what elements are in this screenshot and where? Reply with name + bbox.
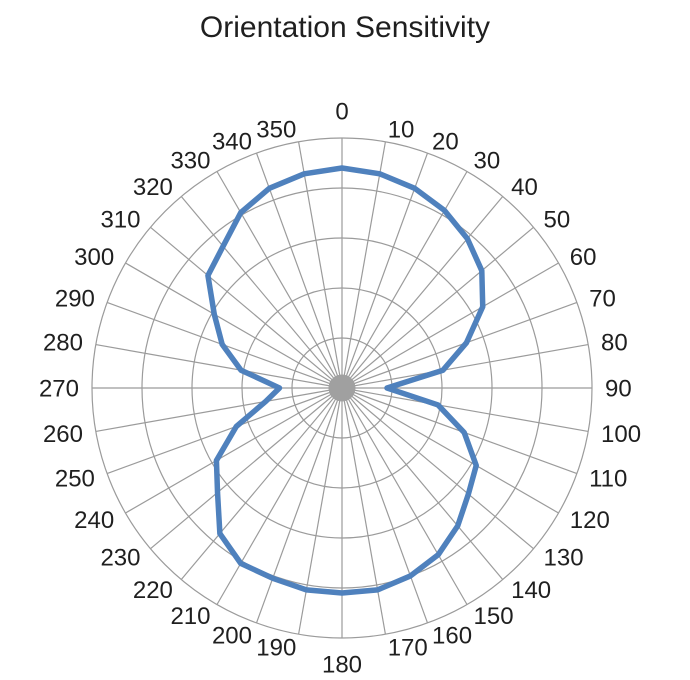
angle-label: 0 bbox=[335, 98, 348, 125]
angle-label: 280 bbox=[43, 330, 83, 357]
grid-spoke bbox=[180, 387, 343, 580]
angle-label: 320 bbox=[133, 174, 173, 201]
grid-spoke bbox=[125, 262, 343, 389]
series-line bbox=[205, 165, 486, 596]
grid-spoke bbox=[341, 387, 504, 580]
grid-spoke bbox=[341, 343, 589, 389]
angle-label: 30 bbox=[474, 148, 501, 175]
grid-spoke bbox=[297, 141, 343, 389]
angle-label: 220 bbox=[133, 577, 173, 604]
angle-label: 90 bbox=[605, 375, 632, 402]
angle-label: 110 bbox=[589, 465, 627, 492]
angle-label: 270 bbox=[39, 375, 79, 402]
grid-spoke bbox=[216, 171, 343, 389]
grid-center-hub bbox=[328, 374, 356, 402]
grid-spoke bbox=[255, 387, 343, 624]
angle-label: 250 bbox=[55, 465, 95, 492]
angle-label: 120 bbox=[570, 507, 610, 534]
grid-spoke bbox=[341, 171, 468, 389]
grid-spoke bbox=[341, 387, 387, 635]
angle-label: 290 bbox=[55, 285, 95, 312]
grid-spoke bbox=[95, 387, 343, 433]
grid-spoke bbox=[180, 196, 343, 389]
angle-label: 140 bbox=[511, 577, 551, 604]
angle-label: 180 bbox=[322, 651, 362, 678]
angle-label: 240 bbox=[74, 507, 114, 534]
angle-label: 160 bbox=[432, 623, 472, 650]
grid-spoke bbox=[150, 226, 343, 389]
grid-spoke bbox=[341, 387, 559, 514]
grid-spoke bbox=[106, 387, 343, 475]
angle-label: 100 bbox=[601, 421, 641, 448]
grid-spoke bbox=[216, 387, 343, 605]
grid-spoke bbox=[341, 196, 504, 389]
grid-spoke bbox=[341, 301, 578, 389]
angle-label: 230 bbox=[100, 545, 140, 572]
grid-spoke bbox=[341, 387, 589, 433]
angle-label: 340 bbox=[212, 128, 252, 155]
angle-label: 190 bbox=[256, 634, 296, 661]
grid-spoke bbox=[341, 141, 387, 389]
angle-label: 330 bbox=[170, 148, 210, 175]
grid-spoke bbox=[341, 387, 468, 605]
angle-label: 20 bbox=[432, 128, 459, 155]
grid-spoke bbox=[150, 387, 343, 550]
grid-spoke bbox=[341, 387, 429, 624]
grid-spoke bbox=[125, 387, 343, 514]
grid-spoke bbox=[95, 343, 343, 389]
grid-spoke bbox=[341, 262, 559, 389]
angle-label: 170 bbox=[388, 634, 428, 661]
angle-label: 210 bbox=[170, 603, 210, 630]
grid-spoke bbox=[341, 387, 534, 550]
grid-spoke bbox=[255, 152, 343, 389]
grid-spoke bbox=[341, 152, 429, 389]
angle-label: 80 bbox=[601, 330, 628, 357]
grid-spoke bbox=[341, 226, 534, 389]
angle-label: 70 bbox=[589, 285, 616, 312]
angle-label: 200 bbox=[212, 623, 252, 650]
angle-label: 10 bbox=[388, 116, 415, 143]
angle-label: 310 bbox=[100, 206, 140, 233]
angle-label: 150 bbox=[474, 603, 514, 630]
angle-label: 260 bbox=[43, 421, 83, 448]
angle-label: 40 bbox=[511, 174, 538, 201]
angle-label: 130 bbox=[544, 545, 584, 572]
angle-label: 50 bbox=[544, 206, 571, 233]
angle-label: 350 bbox=[256, 116, 296, 143]
grid-spoke bbox=[297, 387, 343, 635]
angle-label: 300 bbox=[74, 244, 114, 271]
chart-title: Orientation Sensitivity bbox=[199, 11, 491, 44]
angle-label: 60 bbox=[570, 244, 597, 271]
